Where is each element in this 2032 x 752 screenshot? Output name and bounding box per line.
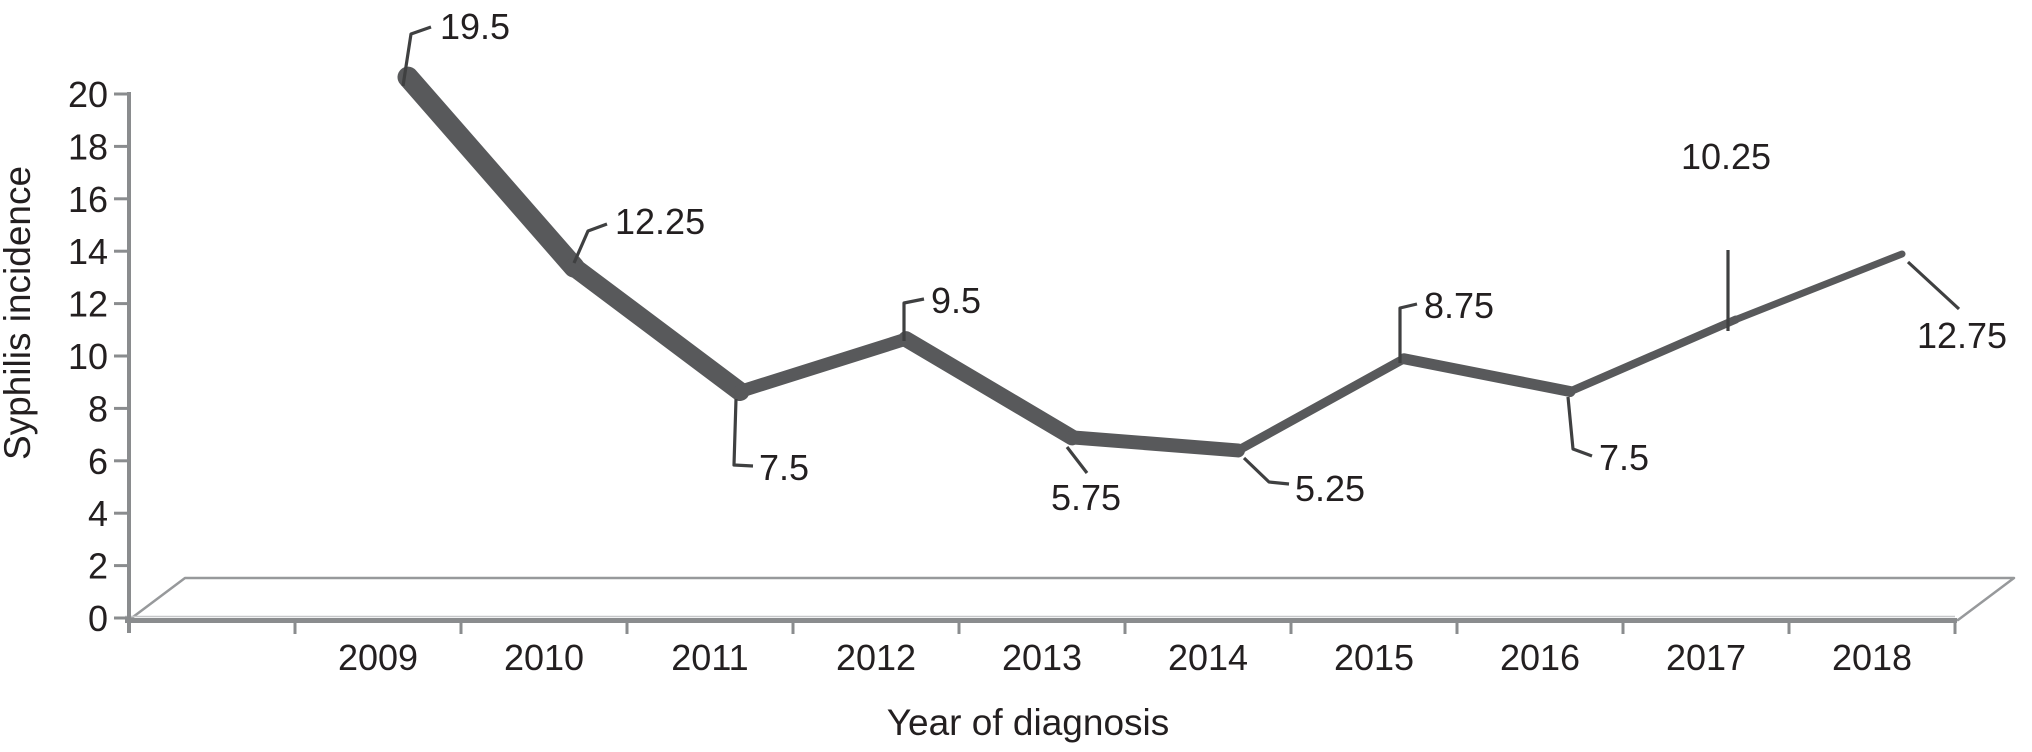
data-label-leader <box>1242 456 1290 486</box>
x-tick-label: 2011 <box>671 637 748 678</box>
data-label: 9.5 <box>931 280 981 321</box>
data-label: 5.25 <box>1295 468 1365 509</box>
y-tick-label: 20 <box>68 74 108 115</box>
floor-outline <box>127 576 2016 622</box>
data-label: 19.5 <box>440 6 510 47</box>
data-label: 8.75 <box>1424 285 1494 326</box>
x-axis-title: Year of diagnosis <box>887 702 1170 743</box>
data-labels: 19.5 12.25 7.5 9.5 5.75 5.25 8.75 7.5 10.25 12.75 <box>440 6 2007 518</box>
data-label-leader <box>572 222 608 264</box>
series-segment <box>1566 315 1740 396</box>
data-series-line <box>397 66 1906 458</box>
y-tick-label: 10 <box>68 336 108 377</box>
x-tick-label: 2010 <box>504 637 584 678</box>
data-label: 12.75 <box>1917 315 2007 356</box>
x-tick-label: 2016 <box>1500 637 1580 678</box>
data-label-leader <box>732 398 754 468</box>
data-label-leader <box>1065 446 1089 474</box>
data-label: 10.25 <box>1681 136 1771 177</box>
x-tick-label: 2013 <box>1002 637 1082 678</box>
floor-plane <box>127 576 2016 622</box>
x-tick-label: 2018 <box>1832 637 1912 678</box>
x-tick-label: 2017 <box>1666 637 1746 678</box>
data-label: 12.25 <box>615 201 705 242</box>
series-segment <box>733 332 913 398</box>
data-label-leader <box>1906 260 1961 311</box>
series-segment <box>898 331 1080 446</box>
y-tick-label: 0 <box>88 598 108 639</box>
series-segment <box>1732 250 1906 323</box>
data-label-leader <box>1398 302 1418 363</box>
y-tick-label: 6 <box>88 441 108 482</box>
y-tick-label: 8 <box>88 388 108 429</box>
data-label: 7.5 <box>1599 437 1649 478</box>
series-segment <box>1065 430 1245 458</box>
data-label: 7.5 <box>759 447 809 488</box>
y-tick-label: 2 <box>88 546 108 587</box>
x-tick-label: 2012 <box>836 637 916 678</box>
y-tick-label: 18 <box>68 126 108 167</box>
data-label-leader <box>902 297 925 341</box>
y-tick-label: 16 <box>68 179 108 220</box>
y-tick-label: 4 <box>88 493 108 534</box>
series-segment <box>1233 354 1409 455</box>
series-segment <box>1398 353 1576 397</box>
y-tick-label: 14 <box>68 231 108 272</box>
y-axis-title: Syphilis incidence <box>0 166 38 460</box>
y-tick-label: 12 <box>68 284 108 325</box>
data-label-leader <box>1566 396 1593 458</box>
data-label-callouts <box>401 25 1961 486</box>
x-tick-label: 2009 <box>338 637 418 678</box>
series-segment <box>397 66 585 278</box>
axes <box>114 92 1957 634</box>
series-segment <box>564 257 750 401</box>
data-label: 5.75 <box>1051 477 1121 518</box>
y-tick-labels: 0 2 4 6 8 10 12 14 16 18 20 <box>68 74 108 639</box>
x-tick-label: 2014 <box>1168 637 1248 678</box>
x-tick-labels: 2009 2010 2011 2012 2013 2014 2015 2016 2017 2018 <box>338 637 1912 678</box>
data-label-leader <box>401 25 432 87</box>
x-tick-label: 2015 <box>1334 637 1414 678</box>
